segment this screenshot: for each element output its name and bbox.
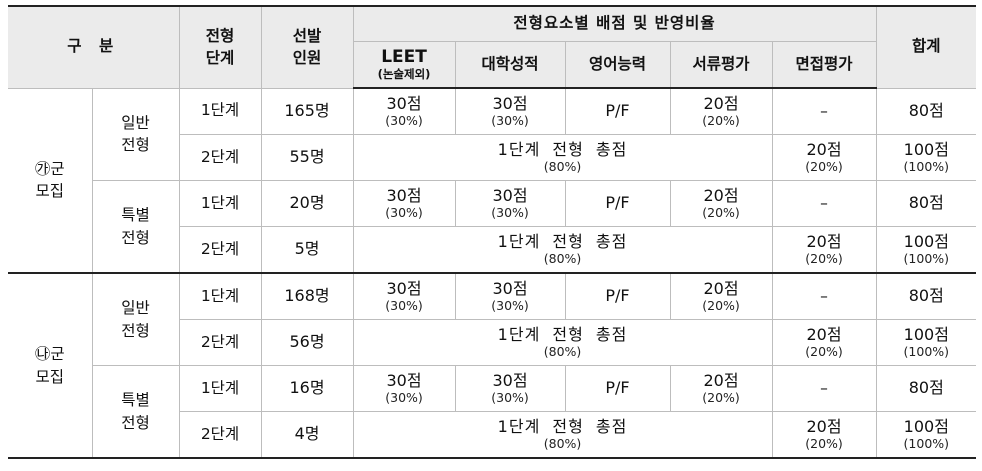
header-quota: 선발 인원 [260, 5, 354, 89]
interview-score: 20점 (20%) [771, 226, 877, 274]
interview-score: 20점 (20%) [771, 411, 877, 459]
table-row: 2단계 55명 1단계 전형 총점 (80%) 20점 (20%) 100점 (100%) [8, 134, 977, 181]
table-row: 2단계 5명 1단계 전형 총점 (80%) 20점 (20%) 100점 (100%) [8, 226, 977, 274]
stage-cell: 2단계 [178, 134, 262, 181]
total-score: 80점 [875, 87, 977, 135]
track-label: 일반 전형 [91, 272, 180, 366]
track-label: 특별 전형 [91, 180, 180, 274]
quota-cell: 168명 [260, 272, 354, 320]
leet-score: 30점 (30%) [352, 365, 456, 412]
english-score: P/F [564, 272, 671, 320]
interview-score: – [771, 272, 877, 320]
stage1-total-merged: 1단계 전형 총점 (80%) [352, 319, 773, 366]
stage-cell: 1단계 [178, 87, 262, 135]
header-english: 영어능력 [564, 41, 671, 89]
track-label: 일반 전형 [91, 87, 180, 181]
stage-cell: 2단계 [178, 411, 262, 459]
quota-cell: 165명 [260, 87, 354, 135]
table-row: 특별 전형 1단계 16명 30점 (30%) 30점 (30%) P/F 20점 (20%) –80… [8, 365, 977, 459]
table-row: 특별 전형 1단계 20명 30점 (30%) 30점 (30%) P/F 20점 (20%) –80… [8, 180, 977, 274]
header-interview: 면접평가 [771, 41, 877, 89]
stage1-total-merged: 1단계 전형 총점 (80%) [352, 411, 773, 459]
gpa-score: 30점 (30%) [454, 180, 566, 227]
quota-cell: 56명 [260, 319, 354, 366]
header-leet: LEET (논술제외) [352, 41, 456, 89]
gpa-score: 30점 (30%) [454, 272, 566, 320]
total-score: 100점 (100%) [875, 134, 977, 181]
total-score: 80점 [875, 365, 977, 412]
docs-score: 20점 (20%) [669, 87, 773, 135]
leet-score: 30점 (30%) [352, 180, 456, 227]
stage-cell: 1단계 [178, 365, 262, 412]
stage1-total-merged: 1단계 전형 총점 (80%) [352, 134, 773, 181]
gpa-score: 30점 (30%) [454, 365, 566, 412]
total-score: 80점 [875, 180, 977, 227]
interview-score: – [771, 87, 877, 135]
docs-score: 20점 (20%) [669, 272, 773, 320]
stage-cell: 2단계 [178, 226, 262, 274]
stage-cell: 1단계 [178, 272, 262, 320]
admission-criteria-table: 구 분 전형 단계 선발 인원 전형요소별 배점 및 반영비율 합계 LEET (논술… [8, 5, 977, 459]
english-score: P/F [564, 180, 671, 227]
header-stage: 전형 단계 [178, 5, 262, 89]
header-category: 구 분 [8, 5, 180, 89]
quota-cell: 55명 [260, 134, 354, 181]
track-label: 특별 전형 [91, 365, 180, 459]
quota-cell: 20명 [260, 180, 354, 227]
leet-score: 30점 (30%) [352, 87, 456, 135]
quota-cell: 4명 [260, 411, 354, 459]
interview-score: – [771, 180, 877, 227]
interview-score: – [771, 365, 877, 412]
total-score: 100점 (100%) [875, 319, 977, 366]
header-total: 합계 [875, 5, 977, 89]
group-label: ㉯군 모집 [8, 272, 93, 459]
table-row: ㉯군 모집 일반 전형 1단계 168명 30점 (30%) 30점 (30%) P/F 20점 (20… [8, 272, 977, 459]
quota-cell: 16명 [260, 365, 354, 412]
table-row: ㉮군 모집 일반 전형 1단계 165명 30점 (30%) 30점 (30%) P/F 20점 (20… [8, 87, 977, 274]
gpa-score: 30점 (30%) [454, 87, 566, 135]
docs-score: 20점 (20%) [669, 180, 773, 227]
quota-cell: 5명 [260, 226, 354, 274]
table-row: 2단계 4명 1단계 전형 총점 (80%) 20점 (20%) 100점 (100%) [8, 411, 977, 459]
english-score: P/F [564, 365, 671, 412]
header-docs: 서류평가 [669, 41, 773, 89]
total-score: 100점 (100%) [875, 411, 977, 459]
total-score: 80점 [875, 272, 977, 320]
table-row: 2단계 56명 1단계 전형 총점 (80%) 20점 (20%) 100점 (100%) [8, 319, 977, 366]
stage-cell: 1단계 [178, 180, 262, 227]
total-score: 100점 (100%) [875, 226, 977, 274]
group-label: ㉮군 모집 [8, 87, 93, 274]
stage-cell: 2단계 [178, 319, 262, 366]
interview-score: 20점 (20%) [771, 134, 877, 181]
header-gpa: 대학성적 [454, 41, 566, 89]
docs-score: 20점 (20%) [669, 365, 773, 412]
header-criteria-title: 전형요소별 배점 및 반영비율 [352, 5, 877, 42]
english-score: P/F [564, 87, 671, 135]
leet-score: 30점 (30%) [352, 272, 456, 320]
interview-score: 20점 (20%) [771, 319, 877, 366]
stage1-total-merged: 1단계 전형 총점 (80%) [352, 226, 773, 274]
